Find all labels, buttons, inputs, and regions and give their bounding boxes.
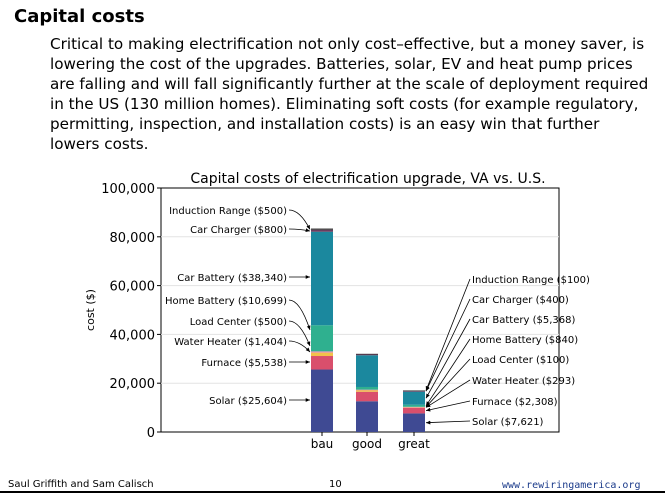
footer-page-number: 10 bbox=[329, 479, 342, 490]
bar-segment-good-solar bbox=[356, 401, 378, 432]
chart-title: Capital costs of electrification upgrade… bbox=[190, 171, 545, 187]
annotation-arrow bbox=[288, 299, 311, 331]
annotation-bau-solar: Solar ($25,604) bbox=[209, 396, 287, 407]
x-tick-label: great bbox=[398, 437, 430, 451]
bar-segment-bau-load_center bbox=[311, 351, 333, 353]
annotation-arrow bbox=[288, 209, 311, 230]
annotation-arrow bbox=[425, 400, 471, 412]
bar-segment-bau-car_battery bbox=[311, 231, 333, 326]
y-tick-label: 0 bbox=[147, 426, 155, 441]
annotation-great-solar: Solar ($7,621) bbox=[472, 417, 544, 428]
annotation-arrow bbox=[425, 298, 471, 392]
bar-segment-bau-water_heater bbox=[311, 352, 333, 357]
annotation-arrow bbox=[425, 278, 471, 391]
y-tick-label: 100,000 bbox=[101, 182, 155, 197]
footer-website-link[interactable]: www.rewiringamerica.org bbox=[502, 480, 641, 491]
y-tick-label: 40,000 bbox=[110, 328, 156, 343]
y-tick-label: 80,000 bbox=[110, 231, 156, 246]
annotation-arrow bbox=[425, 318, 471, 399]
annotation-bau-induction_range: Induction Range ($500) bbox=[169, 206, 287, 217]
slide-title: Capital costs bbox=[14, 6, 145, 27]
bar-segment-great-water_heater bbox=[403, 407, 425, 408]
y-axis-label: cost ($) bbox=[84, 289, 97, 331]
bar-segment-bau-car_charger bbox=[311, 229, 333, 232]
bar-segment-good-water_heater bbox=[356, 390, 378, 392]
bar-segment-good-car_battery bbox=[356, 355, 378, 387]
annotation-bau-load_center: Load Center ($500) bbox=[190, 317, 287, 328]
annotation-great-furnace: Furnace ($2,308) bbox=[472, 397, 558, 408]
annotation-bau-car_charger: Car Charger ($800) bbox=[190, 225, 287, 236]
bar-segment-great-furnace bbox=[403, 407, 425, 414]
annotation-arrow bbox=[288, 320, 311, 347]
bar-segment-bau-home_battery bbox=[311, 325, 333, 352]
annotation-bau-water_heater: Water Heater ($1,404) bbox=[174, 337, 287, 348]
capital-costs-chart: Capital costs of electrification upgrade… bbox=[84, 171, 590, 451]
annotation-arrow bbox=[288, 340, 311, 353]
annotation-bau-home_battery: Home Battery ($10,699) bbox=[165, 296, 287, 307]
annotation-arrow bbox=[425, 358, 471, 408]
bar-segment-great-solar bbox=[403, 413, 425, 432]
bar-segment-good-car_charger bbox=[356, 354, 378, 356]
annotation-bau-furnace: Furnace ($5,538) bbox=[201, 358, 287, 369]
annotation-great-car_battery: Car Battery ($5,368) bbox=[472, 315, 575, 326]
annotation-great-load_center: Load Center ($100) bbox=[472, 355, 569, 366]
bar-segment-bau-furnace bbox=[311, 356, 333, 370]
annotation-arrow bbox=[425, 379, 471, 408]
bar-segment-bau-solar bbox=[311, 369, 333, 432]
annotation-great-induction_range: Induction Range ($100) bbox=[472, 275, 590, 286]
x-tick-label: good bbox=[352, 437, 382, 451]
footer-divider bbox=[0, 491, 665, 493]
bar-segment-bau-induction_range bbox=[311, 228, 333, 230]
bar-segment-great-home_battery bbox=[403, 404, 425, 407]
bar-segment-great-induction_range bbox=[403, 390, 425, 392]
annotation-arrow bbox=[425, 338, 471, 407]
bar-segment-great-load_center bbox=[403, 406, 425, 408]
annotation-arrow bbox=[425, 420, 471, 425]
y-tick-label: 20,000 bbox=[110, 377, 156, 392]
bar-segment-great-car_battery bbox=[403, 391, 425, 405]
annotation-great-water_heater: Water Heater ($293) bbox=[472, 376, 575, 387]
bar-segment-good-load_center bbox=[356, 389, 378, 391]
annotation-great-car_charger: Car Charger ($400) bbox=[472, 295, 569, 306]
annotation-bau-car_battery: Car Battery ($38,340) bbox=[177, 273, 287, 284]
bar-segment-good-induction_range bbox=[356, 353, 378, 355]
bar-segment-good-home_battery bbox=[356, 386, 378, 390]
slide-body-text: Critical to making electrification not o… bbox=[50, 35, 649, 153]
annotation-great-home_battery: Home Battery ($840) bbox=[472, 335, 578, 346]
y-tick-label: 60,000 bbox=[110, 280, 156, 295]
bar-segment-good-furnace bbox=[356, 391, 378, 402]
bar-segment-great-car_charger bbox=[403, 390, 425, 392]
footer-authors: Saul Griffith and Sam Calisch bbox=[8, 479, 154, 490]
annotation-arrow bbox=[288, 228, 311, 233]
x-tick-label: bau bbox=[311, 437, 334, 451]
